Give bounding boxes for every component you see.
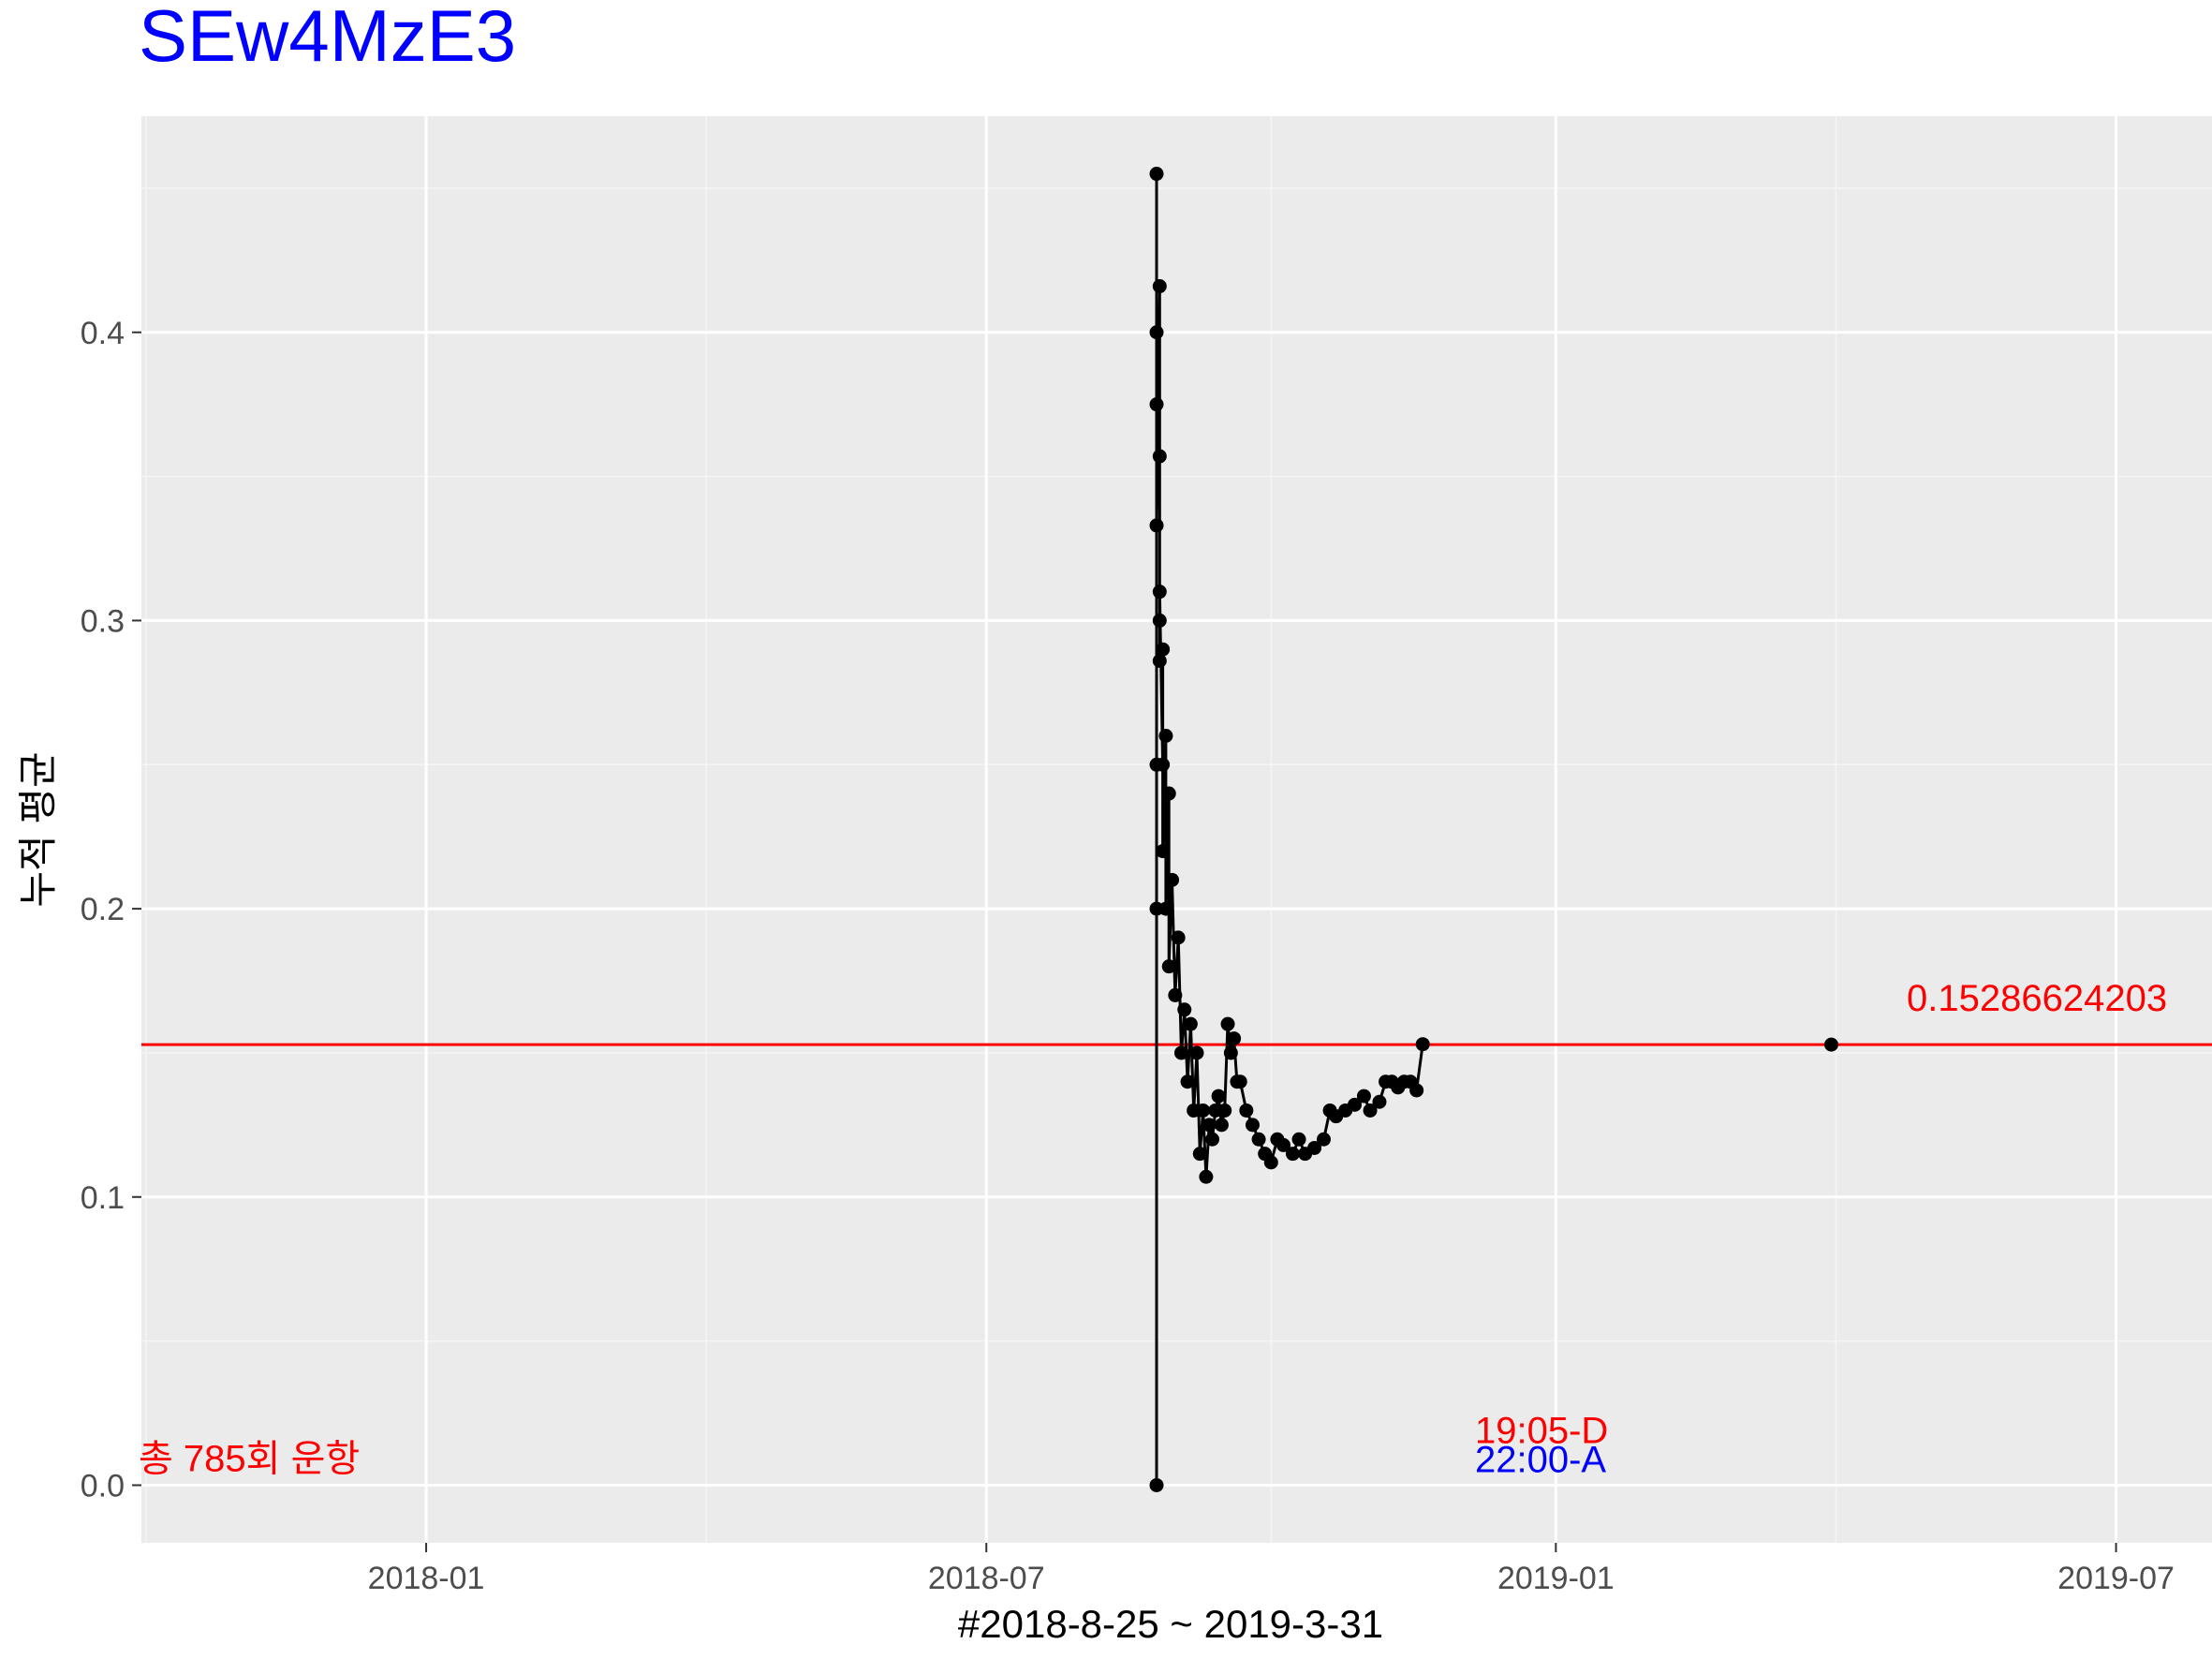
data-point xyxy=(1168,987,1183,1002)
series-points xyxy=(1149,167,1838,1492)
data-point xyxy=(1291,1132,1306,1147)
x-tick-label: 2019-01 xyxy=(1497,1561,1615,1596)
data-point xyxy=(1149,325,1164,340)
data-point xyxy=(1372,1094,1387,1109)
data-point xyxy=(1214,1118,1229,1133)
data-point xyxy=(1211,1089,1226,1104)
data-point xyxy=(1232,1074,1247,1089)
x-tick-label: 2018-07 xyxy=(928,1561,1045,1596)
mean-value-label: 0.15286624203 xyxy=(1907,978,2167,1019)
data-point xyxy=(1149,397,1164,412)
data-point xyxy=(1152,585,1167,600)
y-tick-label: 0.0 xyxy=(81,1468,125,1503)
data-point xyxy=(1217,1103,1232,1118)
data-point xyxy=(1149,1477,1164,1492)
data-point xyxy=(1409,1083,1424,1098)
data-point xyxy=(1199,1169,1214,1184)
data-point xyxy=(1202,1118,1217,1133)
data-point xyxy=(1223,1045,1238,1060)
data-point xyxy=(1158,901,1173,916)
data-point xyxy=(1149,518,1164,533)
x-tick-label: 2018-01 xyxy=(368,1561,485,1596)
data-point xyxy=(1173,1045,1188,1060)
data-point xyxy=(1161,959,1176,974)
arrival-time-label: 22:00-A xyxy=(1475,1439,1606,1480)
data-point xyxy=(1348,1097,1363,1112)
x-tick-label: 2019-07 xyxy=(2057,1561,2175,1596)
data-point xyxy=(1152,654,1167,669)
data-point xyxy=(1227,1031,1242,1046)
departure-time-label: 19:05-D xyxy=(1475,1410,1608,1451)
data-point xyxy=(1356,1089,1371,1104)
data-point xyxy=(1316,1132,1331,1147)
data-point xyxy=(1171,930,1186,945)
data-point xyxy=(1307,1140,1322,1155)
data-point xyxy=(1152,613,1167,628)
data-point xyxy=(1276,1137,1291,1152)
data-point xyxy=(1189,1045,1204,1060)
data-point xyxy=(1239,1103,1254,1118)
data-point xyxy=(1263,1155,1278,1170)
data-point xyxy=(1285,1147,1300,1162)
data-point xyxy=(1161,786,1176,801)
data-point xyxy=(1205,1132,1220,1147)
data-point xyxy=(1152,449,1167,464)
y-axis-title: 누적 평균 xyxy=(16,751,60,907)
y-axis: 0.0 0.1 0.2 0.3 0.4 xyxy=(81,316,141,1503)
data-point xyxy=(1180,1074,1195,1089)
data-point xyxy=(1156,844,1171,859)
data-point xyxy=(1196,1103,1211,1118)
data-point xyxy=(1156,757,1171,772)
data-point xyxy=(1363,1103,1378,1118)
y-tick-label: 0.3 xyxy=(81,603,125,639)
data-point xyxy=(1823,1037,1838,1052)
data-point xyxy=(1152,279,1167,294)
y-tick-label: 0.4 xyxy=(81,316,125,351)
y-tick-label: 0.1 xyxy=(81,1180,125,1216)
total-flights-label: 총 785회 운항 xyxy=(139,1438,360,1479)
data-point xyxy=(1183,1016,1198,1031)
x-axis: 2018-01 2018-07 2019-01 2019-07 xyxy=(368,1543,2175,1596)
x-axis-title: #2018-8-25 ~ 2019-3-31 xyxy=(958,1602,1383,1646)
data-point xyxy=(1245,1118,1260,1133)
data-point xyxy=(1156,642,1171,657)
data-point xyxy=(1415,1037,1430,1052)
data-point xyxy=(1192,1147,1207,1162)
data-point xyxy=(1149,167,1164,182)
series-layer xyxy=(1149,167,1838,1492)
data-point xyxy=(1177,1002,1192,1017)
data-point xyxy=(1165,872,1180,887)
major-gridlines xyxy=(141,116,2212,1543)
data-point xyxy=(1158,729,1173,744)
y-tick-label: 0.2 xyxy=(81,892,125,927)
data-point xyxy=(1251,1132,1266,1147)
chart-title: SEw4MzE3 xyxy=(139,0,516,77)
data-point xyxy=(1220,1016,1235,1031)
plot-panel xyxy=(141,116,2212,1543)
